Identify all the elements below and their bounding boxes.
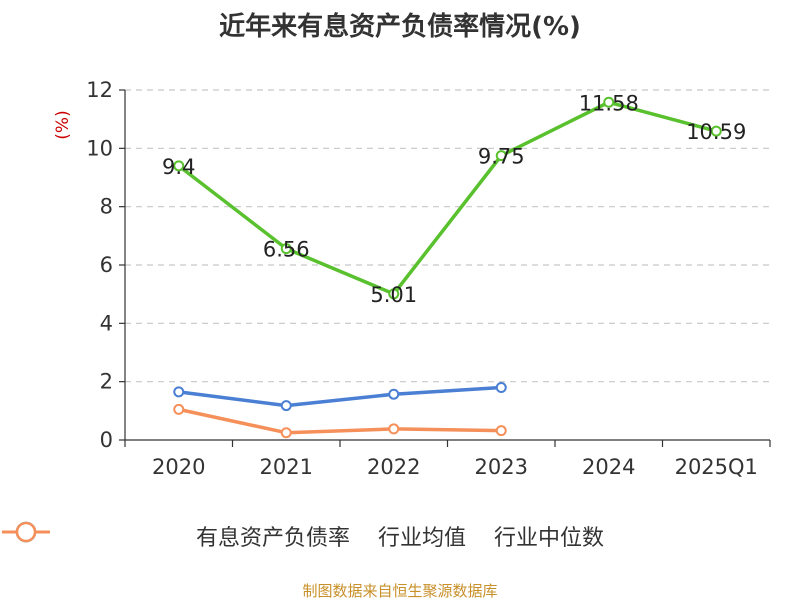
x-tick-label: 2021	[260, 455, 313, 479]
data-point	[495, 425, 507, 437]
data-point	[495, 382, 507, 393]
series-line	[178, 385, 502, 408]
legend-item[interactable]: 行业均值	[2, 520, 466, 552]
y-tick-label: 10	[86, 136, 113, 160]
legend-label: 有息资产负债率	[195, 526, 350, 551]
legend-marker-icon	[2, 521, 50, 543]
data-point	[173, 386, 185, 398]
data-label: 5.01	[370, 283, 417, 307]
y-tick-label: 2	[100, 370, 113, 394]
data-point	[280, 427, 292, 439]
legend-label: 行业中位数	[494, 526, 605, 551]
legend-item[interactable]: 有息资产负债率	[2, 520, 350, 552]
x-tick-label: 2022	[367, 455, 420, 479]
y-tick-label: 0	[100, 428, 113, 452]
data-point	[388, 423, 400, 435]
legend-label: 行业均值	[377, 526, 466, 551]
data-label: 6.56	[263, 238, 310, 262]
x-tick-label: 2025Q1	[675, 455, 758, 479]
data-point	[280, 400, 292, 412]
series-line	[177, 100, 717, 296]
legend-item[interactable]: 行业中位数	[2, 520, 605, 552]
y-tick-label: 6	[100, 253, 113, 277]
data-label: 11.58	[579, 91, 639, 115]
x-tick-label: 2023	[475, 455, 528, 479]
data-point	[173, 160, 185, 172]
chart-legend: 有息资产负债率 行业均值 行业中位数	[0, 520, 800, 552]
x-tick-label: 2020	[152, 455, 205, 479]
data-point	[603, 96, 615, 108]
data-point	[280, 243, 292, 255]
series-line	[178, 407, 502, 435]
data-point	[173, 403, 185, 415]
data-point	[495, 150, 507, 162]
y-tick-label: 4	[100, 311, 113, 335]
legend-circle	[15, 521, 37, 543]
x-tick-label: 2024	[582, 455, 635, 479]
data-point	[710, 125, 722, 137]
y-axis-label: (%)	[53, 110, 73, 139]
source-note: 制图数据来自恒生聚源数据库	[302, 582, 498, 600]
chart-title: 近年来有息资产负债率情况(%)	[219, 12, 581, 42]
y-tick-label: 12	[86, 78, 113, 102]
data-label: 10.59	[686, 120, 746, 144]
y-tick-label: 8	[100, 195, 113, 219]
data-point	[388, 388, 400, 400]
data-label: 9.75	[478, 145, 525, 169]
data-point	[388, 288, 400, 300]
data-label: 9.4	[162, 155, 195, 179]
